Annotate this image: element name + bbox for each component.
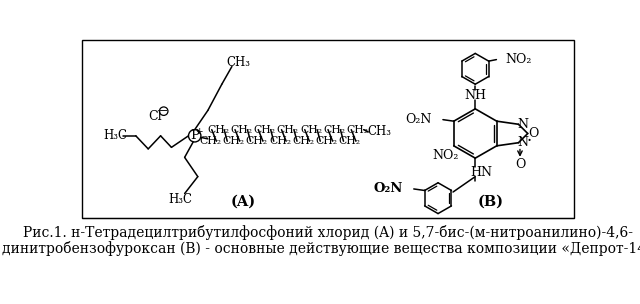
Text: NO₂: NO₂ (506, 53, 532, 66)
Text: CH₂: CH₂ (222, 136, 244, 146)
Text: NH: NH (464, 88, 486, 102)
Text: CH₂: CH₂ (253, 125, 275, 135)
Text: −: − (159, 106, 168, 116)
Text: CH₂: CH₂ (339, 136, 361, 146)
Text: CH₂: CH₂ (300, 125, 322, 135)
Text: +: + (195, 127, 202, 136)
Text: Cl: Cl (148, 110, 162, 123)
Text: CH₂: CH₂ (269, 136, 291, 146)
Text: CH₂: CH₂ (199, 136, 221, 146)
Text: CH₂: CH₂ (246, 136, 268, 146)
Text: O₂N: O₂N (374, 182, 403, 195)
Text: H₃C: H₃C (103, 129, 127, 142)
Text: CH₂: CH₂ (207, 125, 229, 135)
Bar (81, 40, 575, 218)
Text: HN: HN (470, 165, 492, 178)
Text: O₂N: O₂N (406, 113, 432, 126)
Text: CH₃: CH₃ (226, 56, 250, 69)
Text: CH₂: CH₂ (276, 125, 299, 135)
Text: H₃C: H₃C (169, 193, 193, 206)
Text: CH₂: CH₂ (292, 136, 314, 146)
Text: Рис.1. н-Тетрадецилтрибутилфосфоний хлорид (A) и 5,7-бис-(м-нитроанилино)-4,6-: Рис.1. н-Тетрадецилтрибутилфосфоний хлор… (23, 225, 633, 240)
Text: ·: · (527, 133, 532, 150)
Text: CH₂: CH₂ (346, 125, 369, 135)
Text: CH₂: CH₂ (323, 125, 345, 135)
Text: динитробензофуроксан (B) - основные действующие вещества композиции «Депрот-14»: динитробензофуроксан (B) - основные дейс… (2, 241, 640, 257)
Text: CH₂: CH₂ (230, 125, 252, 135)
Text: O: O (515, 158, 525, 171)
Text: (B): (B) (477, 194, 504, 208)
Text: O: O (528, 127, 538, 140)
Text: N: N (518, 136, 529, 149)
Text: N: N (518, 118, 529, 131)
Text: (A): (A) (230, 194, 255, 208)
Text: P: P (190, 129, 199, 142)
Text: CH₂: CH₂ (316, 136, 337, 146)
Text: NO₂: NO₂ (433, 149, 460, 161)
Text: CH₃: CH₃ (367, 126, 391, 138)
